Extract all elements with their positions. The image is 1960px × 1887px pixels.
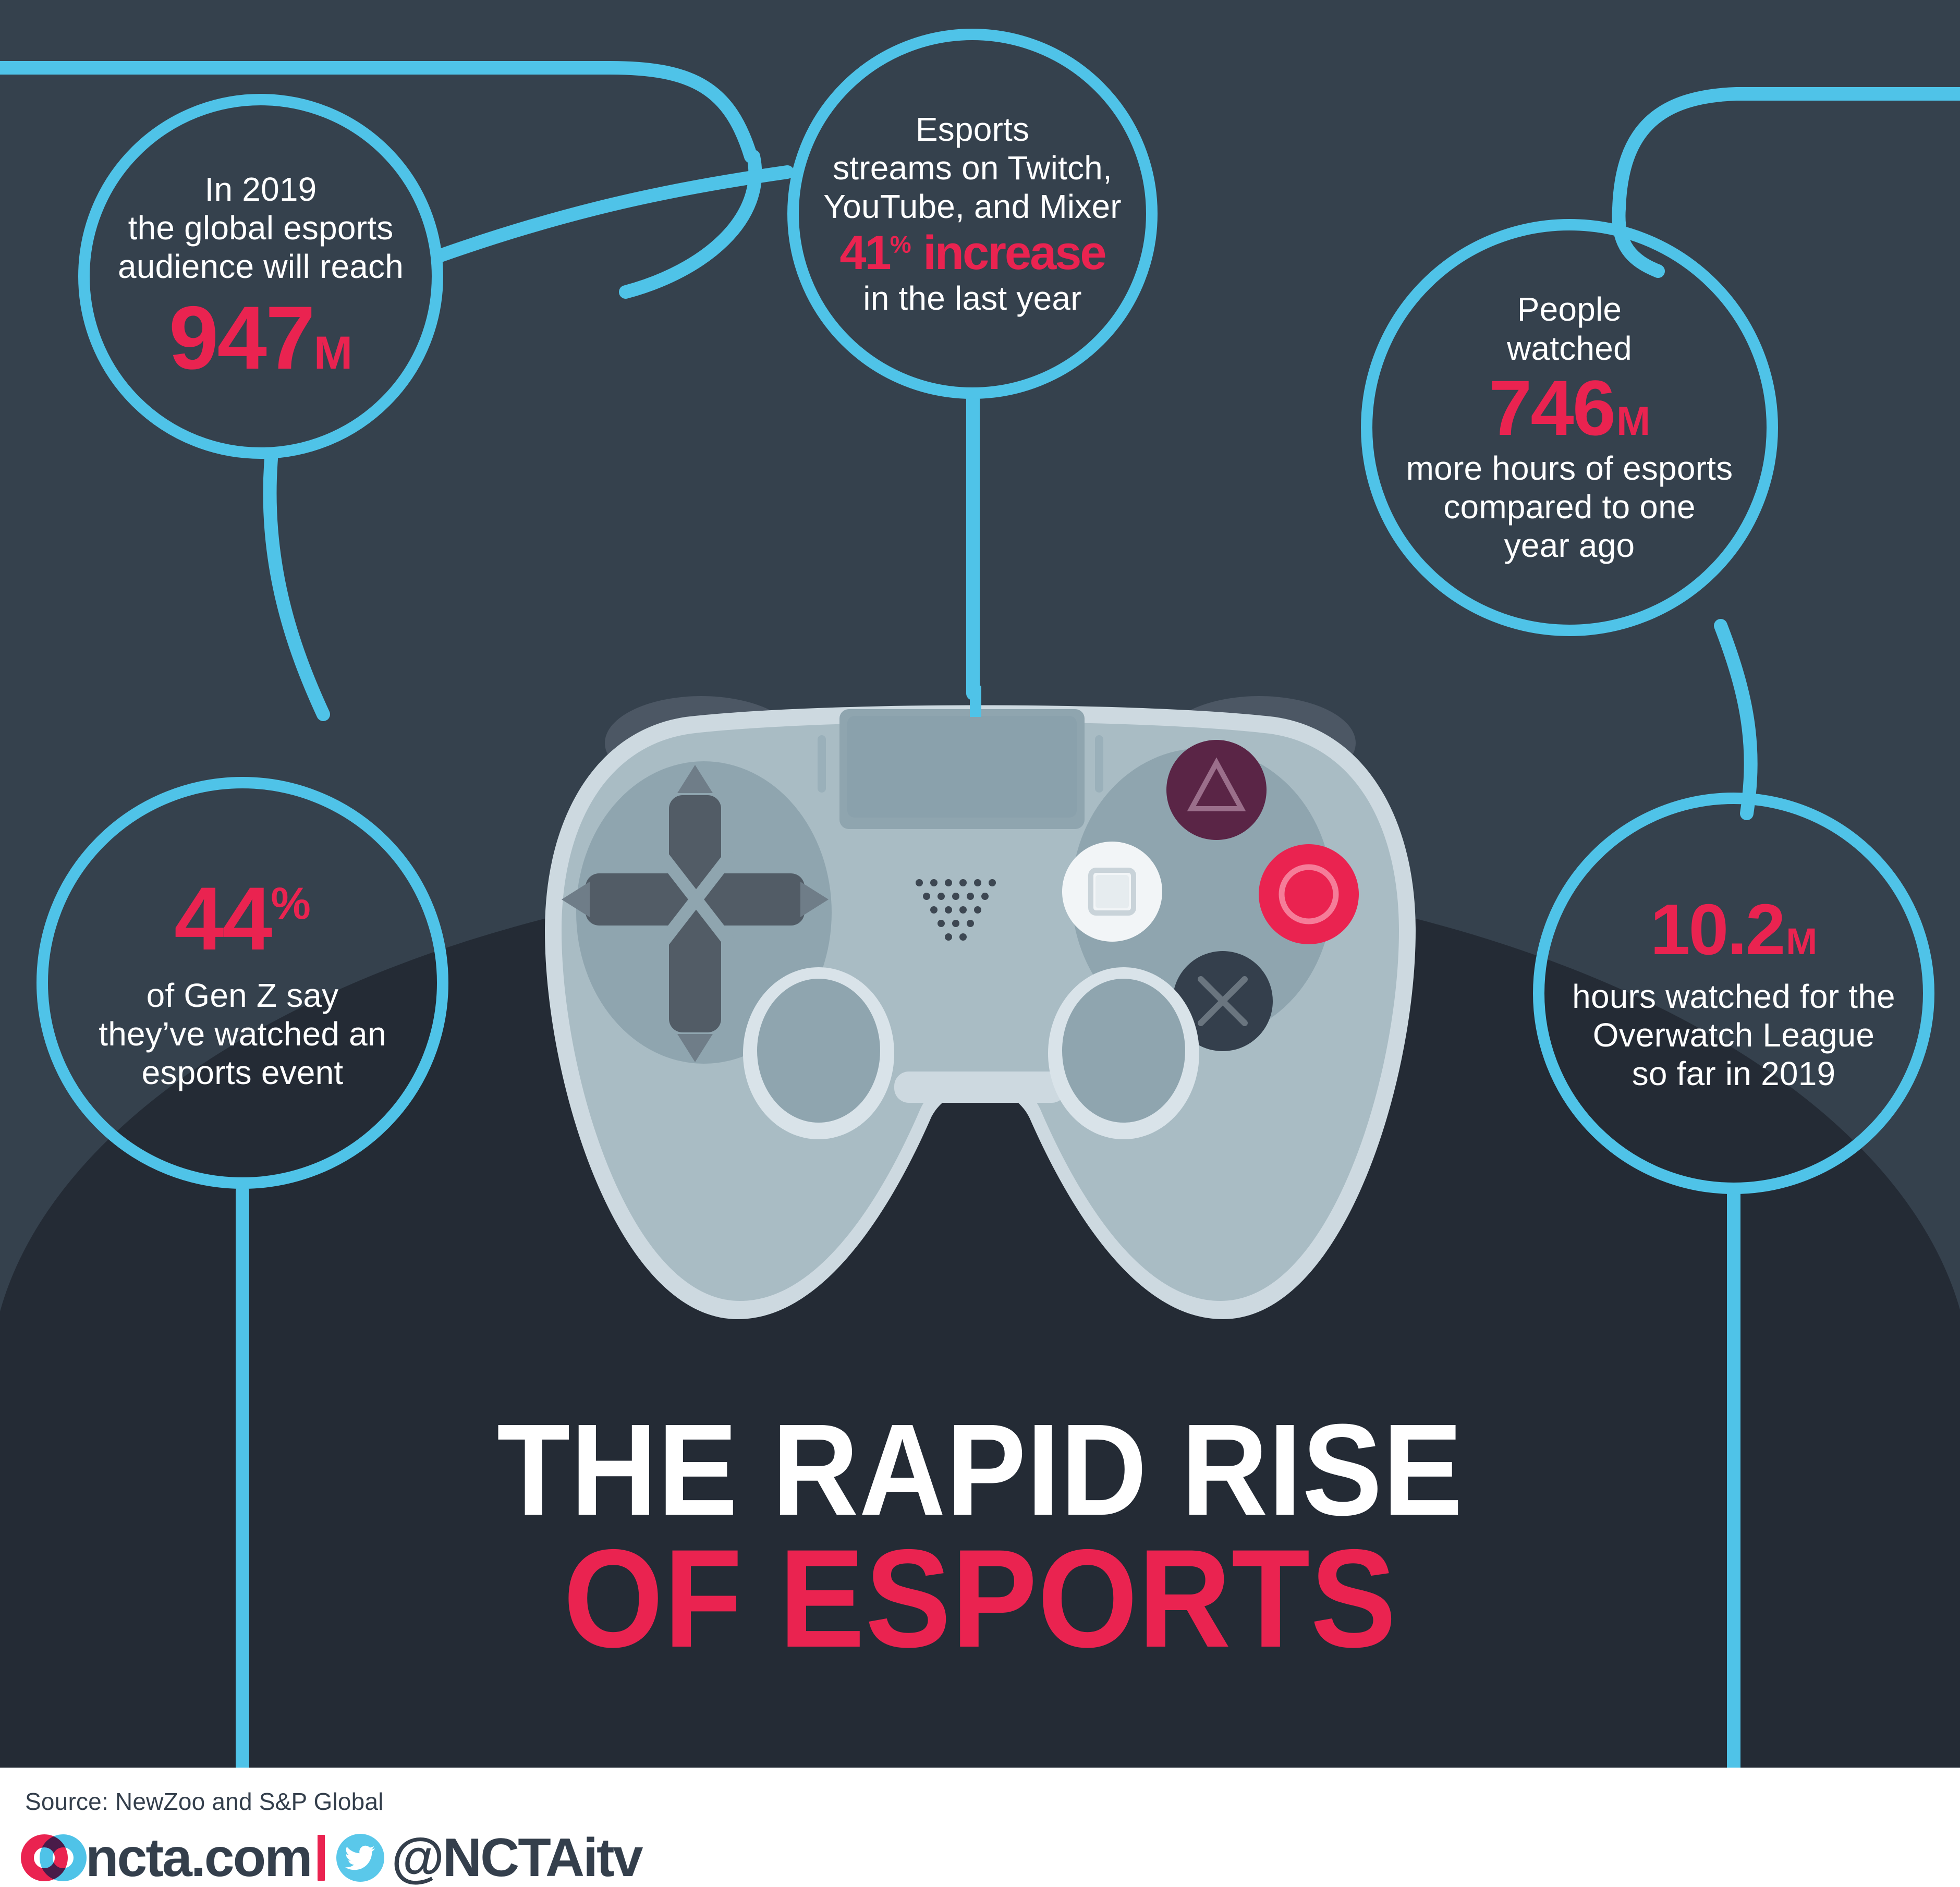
bubble-line: of Gen Z say <box>146 976 339 1014</box>
stat-value-44-percent: 44% <box>174 868 311 969</box>
source-attribution: Source: NewZoo and S&P Global <box>25 1788 384 1815</box>
twitter-icon[interactable] <box>336 1834 384 1882</box>
bubble-line: in the last year <box>863 279 1082 318</box>
ncta-logo-icon <box>21 1829 87 1886</box>
page-title: THE RAPID RISE OF ESPORTS <box>0 1397 1960 1676</box>
stat-bubble-gen-z: 44% of Gen Z say they’ve watched an espo… <box>36 777 448 1189</box>
stat-bubble-stream-increase: Esports streams on Twitch, YouTube, and … <box>787 29 1158 399</box>
divider <box>317 1835 325 1881</box>
stat-value-746: 746M <box>1488 363 1651 452</box>
dark-stage: In 2019 the global esports audience will… <box>0 0 1960 1768</box>
bubble-line: they’ve watched an <box>99 1015 386 1053</box>
twitter-handle-label[interactable]: @NCTAitv <box>391 1828 643 1887</box>
bubble-line: Overwatch League <box>1592 1016 1875 1054</box>
stat-bubble-global-audience: In 2019 the global esports audience will… <box>78 94 443 459</box>
bubble-line: esports event <box>141 1054 344 1092</box>
bubble-line: In 2019 <box>204 170 317 208</box>
brand-bar: ncta.com @NCTAitv <box>21 1828 643 1887</box>
bubble-line: the global esports <box>128 209 394 247</box>
bubble-line: audience will reach <box>117 248 404 286</box>
stat-bubble-overwatch-league: 10.2M hours watched for the Overwatch Le… <box>1533 793 1934 1194</box>
bubble-line: year ago <box>1504 527 1635 565</box>
title-line-2: OF ESPORTS <box>563 1519 1397 1676</box>
logo-ring-blue <box>40 1834 87 1881</box>
connector-lines <box>0 61 1960 1768</box>
bubble-line: Esports <box>915 110 1030 148</box>
bubble-line: compared to one <box>1443 488 1696 526</box>
website-label[interactable]: ncta.com <box>86 1828 313 1887</box>
stat-bubble-hours-watched: People watched 746M more hours of esport… <box>1361 219 1778 636</box>
title-line-1: THE RAPID RISE <box>496 1397 1464 1542</box>
bubble-line: watched <box>1507 329 1632 367</box>
stat-value-41-percent: 41% increase <box>839 226 1106 280</box>
bubble-line: streams on Twitch, <box>833 149 1112 187</box>
bubble-line: so far in 2019 <box>1632 1055 1836 1093</box>
bubble-line: hours watched for the <box>1572 977 1895 1015</box>
bubble-line: more hours of esports <box>1406 449 1733 487</box>
bubble-line: People <box>1517 290 1622 328</box>
bubble-line: YouTube, and Mixer <box>823 188 1122 225</box>
stat-value-10-2: 10.2M <box>1650 889 1818 970</box>
stat-value-947: 947M <box>168 288 353 388</box>
game-controller-illustration <box>545 686 1416 1319</box>
footer: Source: NewZoo and S&P Global ncta.com @… <box>0 1768 1960 1887</box>
